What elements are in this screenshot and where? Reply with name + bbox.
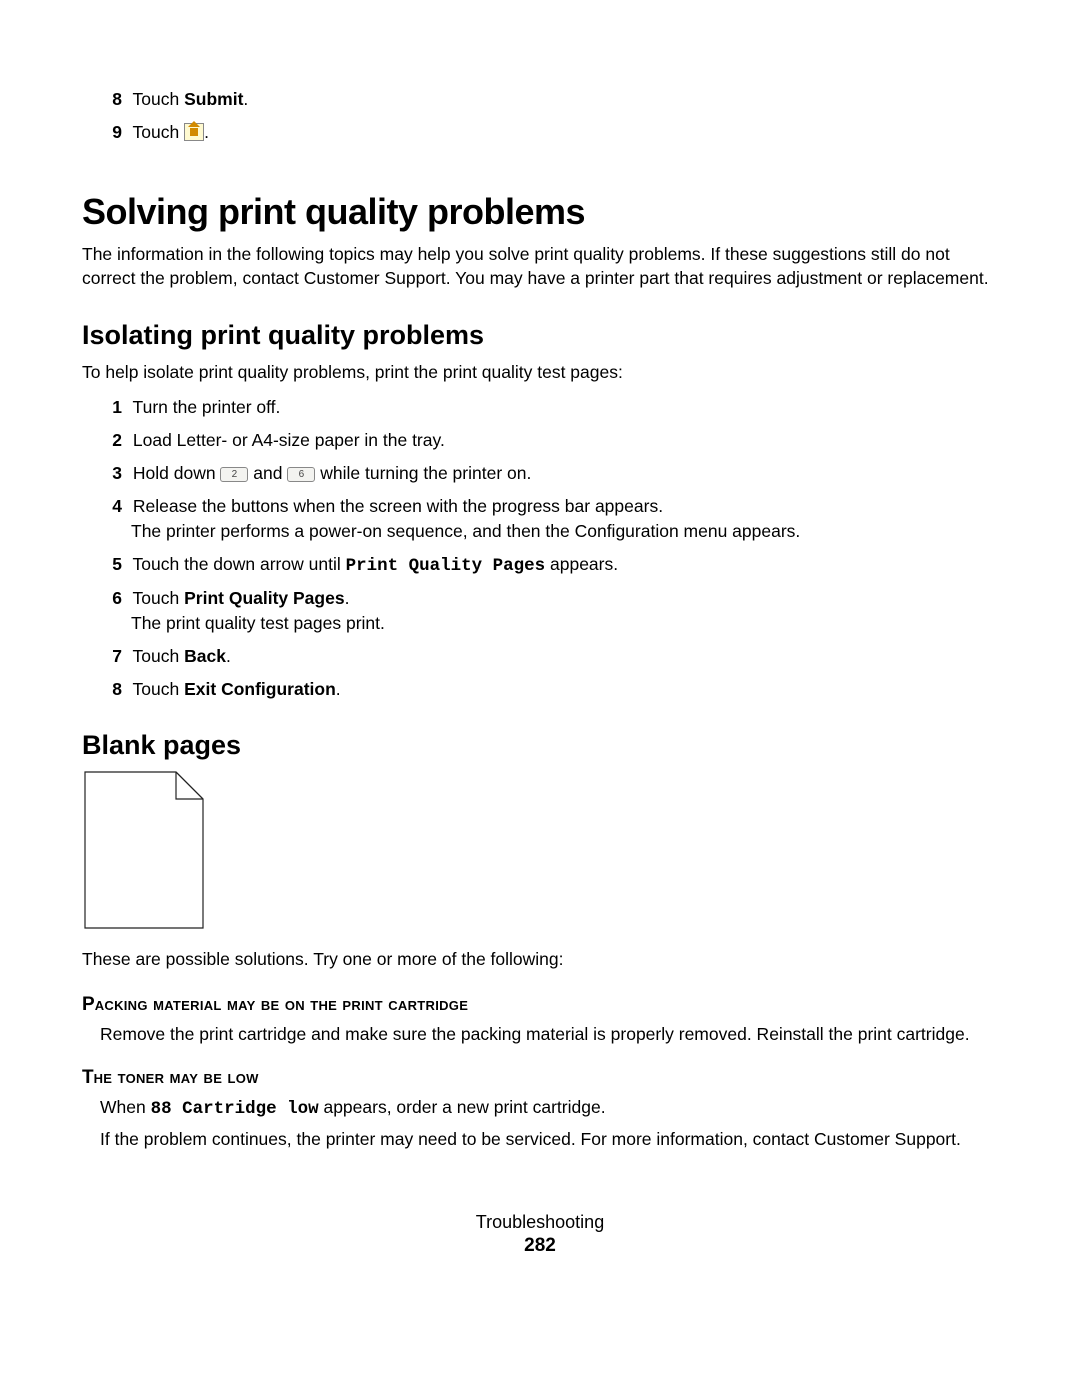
step-number: 5 xyxy=(82,554,128,575)
text: Touch xyxy=(133,679,185,699)
heading-isolating: Isolating print quality problems xyxy=(82,320,998,351)
step-number: 2 xyxy=(82,430,128,451)
step-text: Load Letter- or A4-size paper in the tra… xyxy=(133,430,445,450)
heading-main: Solving print quality problems xyxy=(82,191,998,233)
bold-text: Exit Configuration xyxy=(184,679,336,699)
step-number: 3 xyxy=(82,463,128,484)
key-6-icon: 6 xyxy=(287,467,315,482)
mono-text: 88 Cartridge low xyxy=(151,1099,319,1119)
iso-step-1: 1 Turn the printer off. xyxy=(82,397,998,418)
text: Touch xyxy=(133,89,185,109)
page-footer: Troubleshooting 282 xyxy=(82,1212,998,1257)
text: Touch xyxy=(133,646,185,666)
text: Touch xyxy=(133,588,185,608)
blank-intro: These are possible solutions. Try one or… xyxy=(82,948,998,972)
step-text: Touch the down arrow until Print Quality… xyxy=(133,554,619,574)
step-number: 7 xyxy=(82,646,128,667)
step-number: 1 xyxy=(82,397,128,418)
step-subtext: The print quality test pages print. xyxy=(131,613,998,634)
toner-body-2: If the problem continues, the printer ma… xyxy=(100,1129,998,1150)
blank-page-icon xyxy=(84,771,998,934)
step-number: 4 xyxy=(82,496,128,517)
step-text: Touch Print Quality Pages. xyxy=(133,588,350,608)
heading-packing-material: PACKING MATERIAL MAY BE ON THE PRINT CAR… xyxy=(82,994,998,1016)
text: and xyxy=(248,463,287,483)
step-text: Touch . xyxy=(133,122,209,142)
iso-step-4: 4 Release the buttons when the screen wi… xyxy=(82,496,998,542)
step-number: 6 xyxy=(82,588,128,609)
step-text: Touch Exit Configuration. xyxy=(133,679,341,699)
packing-body: Remove the print cartridge and make sure… xyxy=(100,1024,998,1045)
step-text: Touch Back. xyxy=(133,646,231,666)
step-9: 9 Touch . xyxy=(82,122,998,143)
footer-page-number: 282 xyxy=(82,1235,998,1257)
small-caps-text: HE TONER MAY BE LOW xyxy=(94,1067,259,1087)
step-text: Release the buttons when the screen with… xyxy=(133,496,663,516)
intro-paragraph: The information in the following topics … xyxy=(82,243,998,290)
text: . xyxy=(204,122,209,142)
step-text: Hold down 2 and 6 while turning the prin… xyxy=(133,463,531,483)
step-subtext: The printer performs a power-on sequence… xyxy=(131,521,998,542)
iso-step-2: 2 Load Letter- or A4-size paper in the t… xyxy=(82,430,998,451)
iso-step-8: 8 Touch Exit Configuration. xyxy=(82,679,998,700)
bold-text: Print Quality Pages xyxy=(184,588,344,608)
document-page: 8 Touch Submit. 9 Touch . Solving print … xyxy=(0,0,1080,1297)
iso-step-5: 5 Touch the down arrow until Print Quali… xyxy=(82,554,998,576)
text: Hold down xyxy=(133,463,221,483)
mono-text: Print Quality Pages xyxy=(346,556,546,576)
initial-cap: P xyxy=(82,994,95,1015)
text: . xyxy=(336,679,341,699)
step-text: Touch Submit. xyxy=(133,89,249,109)
text: . xyxy=(345,588,350,608)
toner-body-1: When 88 Cartridge low appears, order a n… xyxy=(100,1097,998,1119)
home-icon xyxy=(184,123,204,141)
step-8: 8 Touch Submit. xyxy=(82,89,998,110)
step-text: Turn the printer off. xyxy=(133,397,281,417)
key-2-icon: 2 xyxy=(220,467,248,482)
bold-text: Submit xyxy=(184,89,243,109)
heading-blank-pages: Blank pages xyxy=(82,730,998,761)
bold-text: Back xyxy=(184,646,226,666)
small-caps-text: ACKING MATERIAL MAY BE ON THE PRINT CART… xyxy=(95,994,469,1014)
iso-step-3: 3 Hold down 2 and 6 while turning the pr… xyxy=(82,463,998,484)
step-number: 8 xyxy=(82,679,128,700)
iso-step-7: 7 Touch Back. xyxy=(82,646,998,667)
isolating-intro: To help isolate print quality problems, … xyxy=(82,361,998,385)
step-number: 8 xyxy=(82,89,128,110)
step-number: 9 xyxy=(82,122,128,143)
heading-toner-low: THE TONER MAY BE LOW xyxy=(82,1067,998,1089)
text: Touch the down arrow until xyxy=(133,554,346,574)
text: When xyxy=(100,1097,151,1117)
text: . xyxy=(243,89,248,109)
text: Touch xyxy=(133,122,185,142)
text: appears. xyxy=(545,554,618,574)
text: appears, order a new print cartridge. xyxy=(319,1097,606,1117)
footer-section: Troubleshooting xyxy=(82,1212,998,1233)
text: while turning the printer on. xyxy=(315,463,531,483)
text: . xyxy=(226,646,231,666)
iso-step-6: 6 Touch Print Quality Pages. The print q… xyxy=(82,588,998,634)
initial-cap: T xyxy=(82,1067,94,1088)
